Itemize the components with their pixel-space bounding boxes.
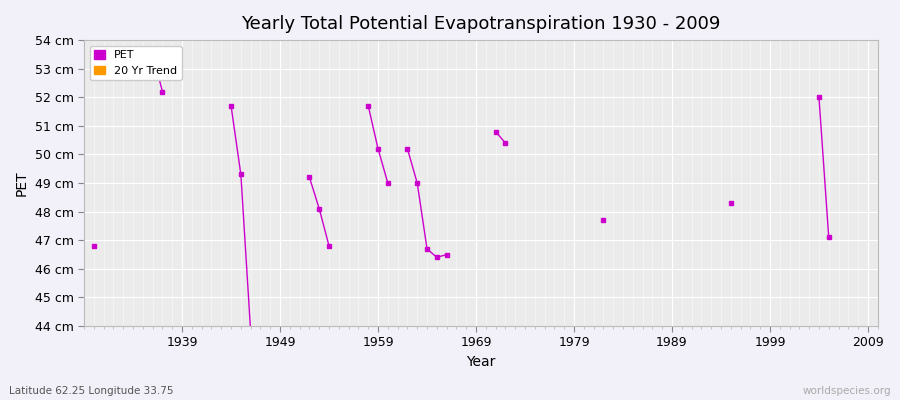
- X-axis label: Year: Year: [466, 355, 496, 369]
- Y-axis label: PET: PET: [15, 170, 29, 196]
- Text: Latitude 62.25 Longitude 33.75: Latitude 62.25 Longitude 33.75: [9, 386, 174, 396]
- Legend: PET, 20 Yr Trend: PET, 20 Yr Trend: [90, 46, 182, 80]
- Text: worldspecies.org: worldspecies.org: [803, 386, 891, 396]
- Title: Yearly Total Potential Evapotranspiration 1930 - 2009: Yearly Total Potential Evapotranspiratio…: [241, 15, 721, 33]
